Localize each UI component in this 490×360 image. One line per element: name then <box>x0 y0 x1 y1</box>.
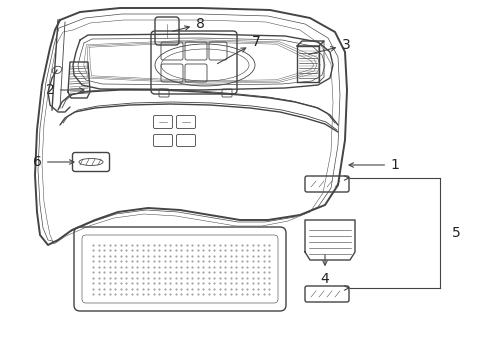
Text: 1: 1 <box>349 158 399 172</box>
Text: 7: 7 <box>218 35 261 64</box>
Text: 2: 2 <box>46 83 84 97</box>
Text: 8: 8 <box>172 17 205 31</box>
Text: 4: 4 <box>320 255 329 286</box>
Text: 5: 5 <box>452 226 461 240</box>
Text: 6: 6 <box>33 155 74 169</box>
Text: 3: 3 <box>309 38 351 54</box>
